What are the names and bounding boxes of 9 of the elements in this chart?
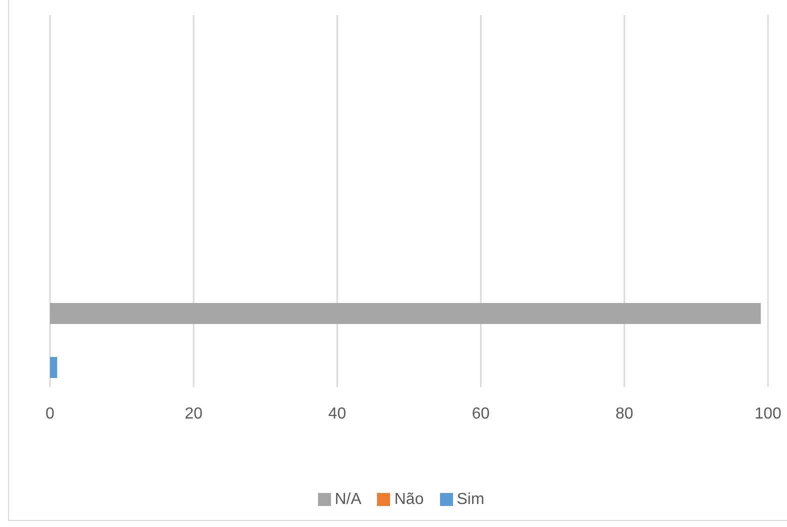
x-tick-label: 80 [616, 405, 634, 422]
legend-label: N/A [334, 491, 362, 508]
x-tick-label: 0 [46, 405, 55, 422]
legend-label: Sim [456, 491, 484, 508]
x-tick-label: 100 [754, 405, 782, 422]
x-tick-label: 40 [328, 405, 346, 422]
x-tick-label: 60 [472, 405, 490, 422]
x-tick-label: 20 [184, 405, 203, 422]
legend-label: Não [394, 491, 424, 508]
